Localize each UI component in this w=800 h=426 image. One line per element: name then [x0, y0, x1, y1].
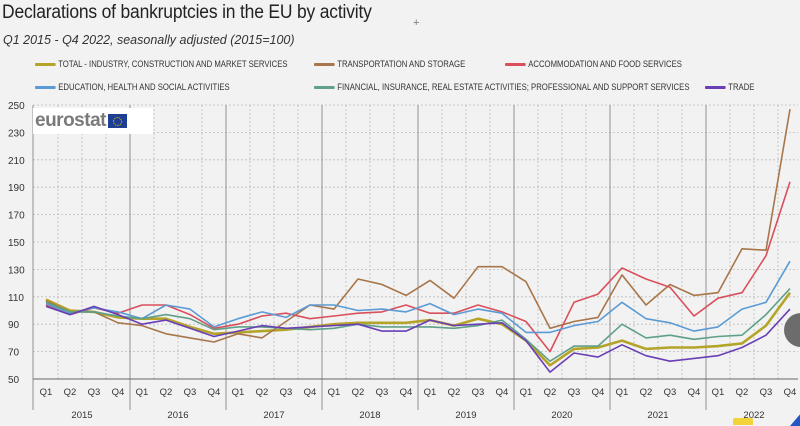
series-line-5 — [45, 305, 791, 373]
x-tick-label: Q1 — [136, 387, 149, 398]
x-tick-label: Q2 — [64, 387, 77, 398]
x-tick-label: Q2 — [256, 387, 269, 398]
series-line-4 — [45, 288, 791, 363]
x-tick-label: Q3 — [376, 387, 389, 398]
grid — [32, 104, 798, 410]
corner-icon — [790, 412, 800, 426]
x-tick-label: Q3 — [88, 387, 101, 398]
x-tick-label: Q2 — [352, 387, 365, 398]
legend-swatch — [505, 62, 526, 66]
y-tick-label: 90 — [8, 320, 20, 331]
year-label: 2018 — [359, 410, 380, 421]
legend-item-education[interactable]: EDUCATION, HEALTH AND SOCIAL ACTIVITIES — [35, 82, 230, 92]
x-tick-label: Q2 — [640, 387, 653, 398]
x-tick-label: Q3 — [184, 387, 197, 398]
year-label: 2022 — [743, 410, 764, 421]
x-tick-label: Q2 — [736, 387, 749, 398]
year-label: 2016 — [167, 410, 188, 421]
series-line-2 — [45, 181, 791, 353]
y-axis: 50 70 90 110 130 150 170 190 210 230 250 — [8, 101, 25, 386]
y-tick-label: 190 — [8, 183, 25, 194]
y-tick-label: 150 — [8, 238, 25, 249]
legend-swatch — [314, 62, 335, 66]
y-tick-label: 50 — [8, 375, 20, 386]
y-tick-label: 70 — [8, 348, 20, 359]
chart-title: Declarations of bankruptcies in the EU b… — [2, 2, 372, 23]
y-tick-label: 250 — [8, 101, 25, 112]
x-tick-label: Q1 — [424, 387, 437, 398]
x-tick-label: Q4 — [496, 387, 509, 398]
x-tick-label: Q4 — [112, 387, 125, 398]
x-tick-label: Q2 — [160, 387, 173, 398]
overlay-tab[interactable] — [733, 418, 753, 425]
legend-label: TRADE — [728, 82, 755, 92]
legend-item-accommodation[interactable]: ACCOMMODATION AND FOOD SERVICES — [505, 59, 682, 69]
logo-text: eurostat — [35, 110, 106, 131]
legend-item-transportation[interactable]: TRANSPORTATION AND STORAGE — [314, 59, 465, 69]
y-tick-label: 130 — [8, 265, 25, 276]
legend-swatch — [35, 62, 56, 66]
x-tick-label: Q2 — [448, 387, 461, 398]
x-tick-label: Q1 — [712, 387, 725, 398]
y-tick-label: 210 — [8, 156, 25, 167]
legend-swatch — [705, 85, 726, 89]
x-tick-label: Q1 — [616, 387, 629, 398]
legend-label: TOTAL - INDUSTRY, CONSTRUCTION AND MARKE… — [58, 59, 288, 69]
y-tick-label: 170 — [8, 211, 25, 222]
series-lines — [45, 108, 792, 373]
x-tick-label: Q3 — [568, 387, 581, 398]
year-label: 2015 — [71, 410, 92, 421]
x-tick-label: Q1 — [520, 387, 533, 398]
x-tick-label: Q1 — [328, 387, 341, 398]
legend: TOTAL - INDUSTRY, CONSTRUCTION AND MARKE… — [0, 0, 800, 100]
year-label: 2021 — [647, 410, 668, 421]
plus-icon: + — [413, 17, 420, 29]
x-tick-label: Q4 — [304, 387, 317, 398]
year-label: 2017 — [263, 410, 284, 421]
series-line-3 — [45, 260, 791, 334]
x-tick-label: Q4 — [784, 387, 797, 398]
y-tick-label: 110 — [8, 293, 24, 304]
legend-label: FINANCIAL, INSURANCE, REAL ESTATE ACTIVI… — [337, 82, 690, 92]
legend-label: ACCOMMODATION AND FOOD SERVICES — [528, 59, 682, 69]
x-tick-label: Q3 — [280, 387, 293, 398]
x-axis: Q1 Q2 Q3 Q4 Q1 Q2 Q3 Q4 Q1 Q2 Q3 Q4 Q1 Q2 Q3 Q4 Q1 Q2 Q3 Q4… — [40, 387, 797, 421]
legend-item-financial[interactable]: FINANCIAL, INSURANCE, REAL ESTATE ACTIVI… — [314, 82, 689, 92]
overlay-button[interactable] — [784, 313, 800, 347]
legend-item-total[interactable]: TOTAL - INDUSTRY, CONSTRUCTION AND MARKE… — [35, 59, 288, 69]
legend-swatch — [314, 85, 335, 89]
x-tick-label: Q1 — [232, 387, 245, 398]
x-tick-label: Q3 — [664, 387, 677, 398]
x-tick-label: Q3 — [760, 387, 773, 398]
eurostat-logo: eurostat — [33, 108, 153, 134]
x-tick-label: Q1 — [40, 387, 53, 398]
series-line-0 — [45, 291, 792, 367]
year-label: 2020 — [551, 410, 572, 421]
chart-subtitle: Q1 2015 - Q4 2022, seasonally adjusted (… — [3, 33, 295, 47]
x-tick-label: Q4 — [400, 387, 413, 398]
legend-label: TRANSPORTATION AND STORAGE — [337, 59, 466, 69]
legend-swatch — [35, 85, 56, 89]
x-tick-label: Q4 — [208, 387, 221, 398]
year-label: 2019 — [455, 410, 476, 421]
legend-label: EDUCATION, HEALTH AND SOCIAL ACTIVITIES — [58, 82, 230, 92]
x-tick-label: Q4 — [688, 387, 701, 398]
legend-item-trade[interactable]: TRADE — [705, 82, 754, 92]
y-tick-label: 230 — [8, 128, 25, 139]
x-tick-label: Q3 — [472, 387, 485, 398]
x-tick-label: Q2 — [544, 387, 557, 398]
series-line-1 — [45, 108, 791, 343]
x-tick-label: Q4 — [592, 387, 605, 398]
eu-flag-icon — [107, 114, 127, 128]
